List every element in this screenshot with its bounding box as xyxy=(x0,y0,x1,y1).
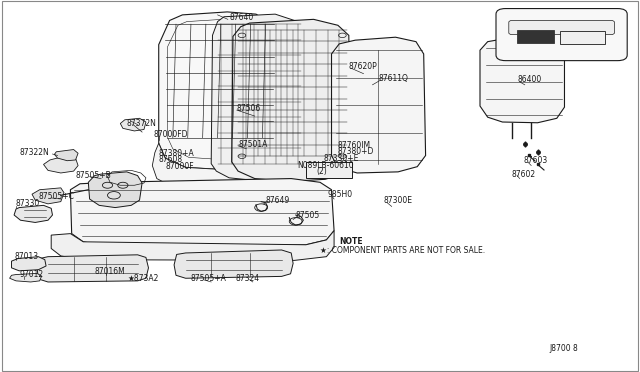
Text: 87649: 87649 xyxy=(266,196,290,205)
Polygon shape xyxy=(32,188,64,204)
Text: 87620P: 87620P xyxy=(349,62,378,71)
Text: 87640: 87640 xyxy=(229,13,253,22)
Text: 87602: 87602 xyxy=(512,170,536,179)
Text: 97012: 97012 xyxy=(19,270,44,279)
Polygon shape xyxy=(37,255,148,282)
Text: 87013: 87013 xyxy=(14,252,38,261)
Polygon shape xyxy=(10,273,42,282)
Text: 87608: 87608 xyxy=(159,155,183,164)
Text: (2): (2) xyxy=(317,167,328,176)
Polygon shape xyxy=(51,231,334,260)
Polygon shape xyxy=(152,143,268,189)
Text: 87506: 87506 xyxy=(237,104,261,113)
Text: 87505: 87505 xyxy=(296,211,320,219)
Text: 985H0: 985H0 xyxy=(328,190,353,199)
Text: 87000F: 87000F xyxy=(165,162,194,171)
Text: 87380+A: 87380+A xyxy=(159,149,195,158)
Polygon shape xyxy=(120,118,146,131)
Text: 87000FD: 87000FD xyxy=(154,130,188,139)
Text: 87330: 87330 xyxy=(16,199,40,208)
Polygon shape xyxy=(480,36,564,123)
Polygon shape xyxy=(159,12,278,169)
Text: 87322N: 87322N xyxy=(19,148,49,157)
Polygon shape xyxy=(174,250,293,278)
Text: ★: COMPONENT PARTS ARE NOT FOR SALE.: ★: COMPONENT PARTS ARE NOT FOR SALE. xyxy=(320,246,485,254)
Polygon shape xyxy=(88,172,142,208)
Polygon shape xyxy=(14,205,52,222)
Text: 87300E: 87300E xyxy=(384,196,413,205)
Text: 87380+D: 87380+D xyxy=(338,147,374,156)
Text: NOTE: NOTE xyxy=(339,237,363,246)
Polygon shape xyxy=(54,150,78,161)
Polygon shape xyxy=(211,14,306,180)
Bar xyxy=(517,30,554,43)
FancyBboxPatch shape xyxy=(509,20,614,35)
Text: 87611Q: 87611Q xyxy=(379,74,409,83)
Polygon shape xyxy=(232,19,351,182)
Text: ★873A2: ★873A2 xyxy=(128,274,159,283)
Polygon shape xyxy=(12,257,46,271)
Polygon shape xyxy=(44,155,78,173)
Polygon shape xyxy=(332,37,426,173)
Text: 87505+C: 87505+C xyxy=(38,192,74,201)
Text: J8700 8: J8700 8 xyxy=(549,344,578,353)
Bar xyxy=(560,31,605,44)
Text: 87505+B: 87505+B xyxy=(76,171,111,180)
Bar xyxy=(306,162,352,178)
Text: 87330+E: 87330+E xyxy=(323,154,358,163)
Text: 87501A: 87501A xyxy=(238,140,268,149)
Text: 87505+A: 87505+A xyxy=(191,274,227,283)
Polygon shape xyxy=(70,179,334,247)
FancyBboxPatch shape xyxy=(496,9,627,61)
Text: 86400: 86400 xyxy=(517,76,541,84)
Text: N089LB-60610: N089LB-60610 xyxy=(298,161,354,170)
Text: 87016M: 87016M xyxy=(95,267,125,276)
Text: 87760IM: 87760IM xyxy=(338,141,371,150)
Text: 87603: 87603 xyxy=(524,156,548,165)
Text: 87372N: 87372N xyxy=(127,119,157,128)
Text: 87324: 87324 xyxy=(236,274,260,283)
